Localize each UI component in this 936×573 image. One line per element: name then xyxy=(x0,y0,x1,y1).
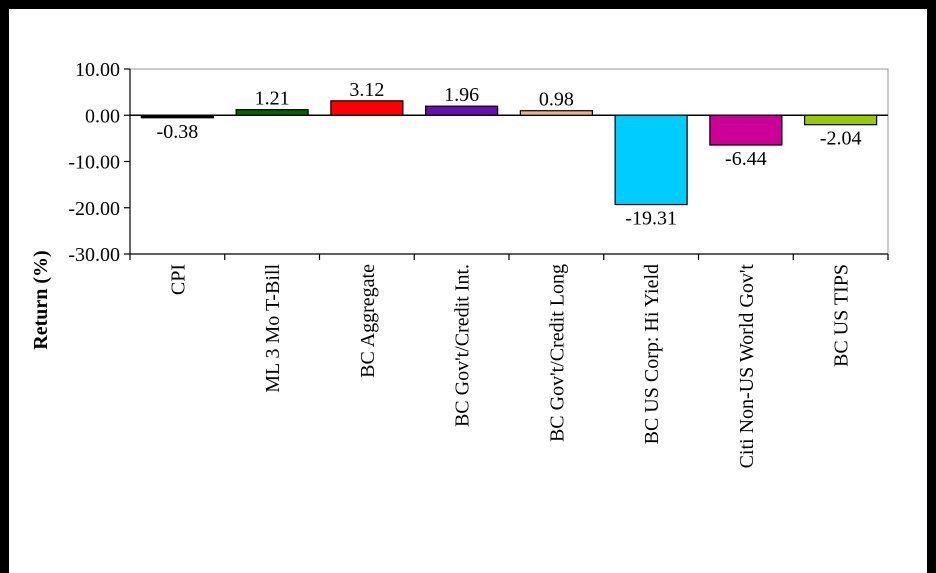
data-label: -0.38 xyxy=(157,121,199,143)
y-tick-label: -20.00 xyxy=(68,198,120,220)
data-label: 1.96 xyxy=(444,84,479,106)
x-tick-label: ML 3 Mo T-Bill xyxy=(262,264,284,393)
y-axis: 10.00 0.00 -10.00 -20.00 -30.00 xyxy=(68,59,130,266)
data-label: 0.98 xyxy=(539,89,574,111)
bar xyxy=(140,114,214,119)
x-tick-label: BC Aggregate xyxy=(357,264,379,378)
bar xyxy=(425,105,499,116)
data-label: -2.04 xyxy=(820,128,862,150)
y-axis-title: Return (%) xyxy=(30,250,52,349)
data-label: 1.21 xyxy=(255,88,290,110)
bar xyxy=(709,114,783,146)
x-tick-label: BC Gov't/Credit Int. xyxy=(452,264,474,427)
y-tick-label: 10.00 xyxy=(75,59,120,81)
data-labels: -0.38 1.21 3.12 1.96 0.98 -19.31 -6.44 -2.04 xyxy=(157,79,862,230)
y-tick-label: 0.00 xyxy=(85,105,120,127)
plot-area xyxy=(129,68,889,255)
bar xyxy=(804,114,878,126)
plot-border xyxy=(129,68,889,255)
bar xyxy=(519,110,593,116)
data-label: -19.31 xyxy=(625,208,677,230)
x-tick-label: CPI xyxy=(167,264,189,295)
bar xyxy=(330,100,404,116)
bar xyxy=(614,114,688,206)
x-tick-label: Citi Non-US World Gov't xyxy=(736,264,758,469)
x-tick-label: BC US TIPS xyxy=(831,264,853,367)
y-tick-label: -10.00 xyxy=(68,152,120,174)
x-axis: CPI ML 3 Mo T-Bill BC Aggregate BC Gov't/Cr… xyxy=(129,254,889,469)
y-tick-label: -30.00 xyxy=(68,244,120,266)
x-tick-label: BC US Corp: Hi Yield xyxy=(641,264,663,444)
x-tick-label: BC Gov't/Credit Long xyxy=(546,264,568,442)
data-label: 3.12 xyxy=(349,79,384,101)
bar xyxy=(235,109,309,116)
data-label: -6.44 xyxy=(725,148,767,170)
bars xyxy=(140,100,878,206)
